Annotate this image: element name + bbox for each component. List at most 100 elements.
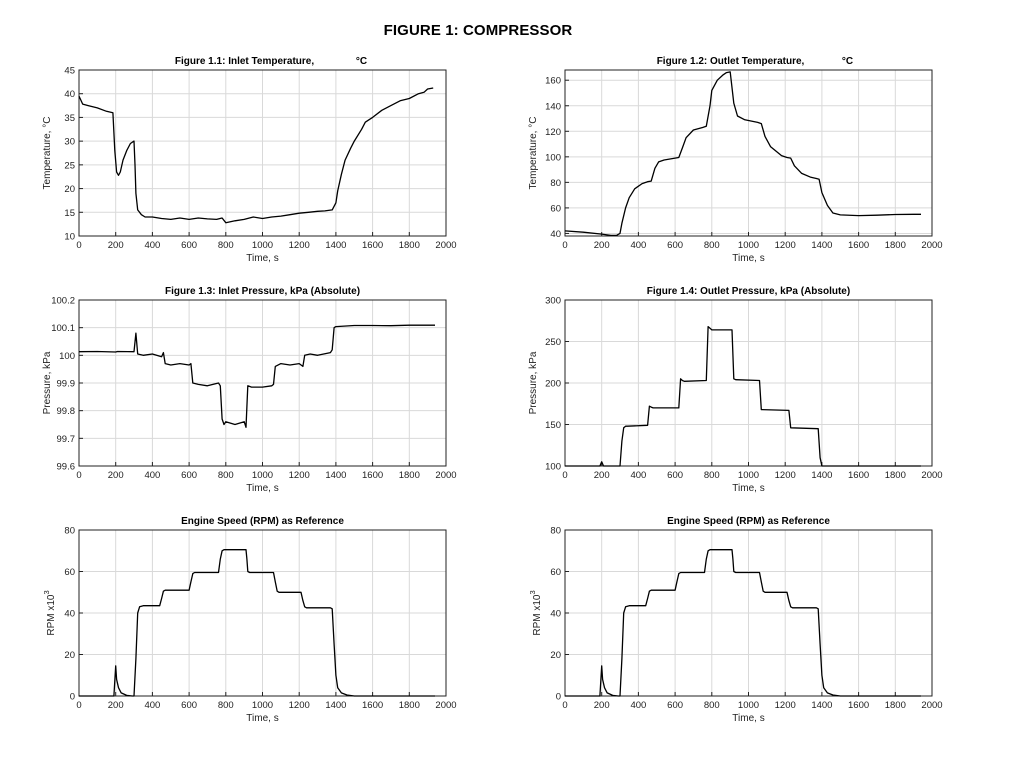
y-tick-label: 40	[64, 609, 75, 620]
x-tick-label: 1600	[848, 700, 869, 711]
x-tick-label: 0	[562, 470, 567, 481]
y-tick-label: 140	[545, 101, 561, 112]
y-tick-label: 80	[550, 178, 561, 189]
x-tick-label: 1200	[775, 700, 796, 711]
series-line	[78, 87, 434, 224]
y-tick-label: 40	[550, 229, 561, 240]
chart-panel-engine-speed-right: 0 200 400 600 800 1000 1200 1400 1600 1800 2000 0 20…	[516, 512, 946, 732]
x-tick-label: 0	[76, 700, 81, 711]
chart-engine-speed-right: 0 200 400 600 800 1000 1200 1400 1600 1800 2000 0 20…	[528, 516, 943, 724]
x-tick-label: 400	[144, 240, 160, 251]
x-tick-label: 200	[594, 240, 610, 251]
y-tick-label: 99.6	[57, 462, 76, 473]
x-tick-label: 800	[218, 470, 234, 481]
x-tick-label: 1800	[399, 240, 420, 251]
x-tick-label: 800	[704, 470, 720, 481]
y-tick-label: 0	[70, 692, 75, 703]
chart-inlet-temperature: 0 200 400 600 800 1000 1200 1400 1600 1800 2000 10 1…	[42, 56, 457, 264]
x-tick-label: 600	[667, 700, 683, 711]
x-tick-label: 0	[76, 470, 81, 481]
y-axis-label: Pressure, kPa	[528, 351, 539, 414]
x-tick-label: 1400	[811, 700, 832, 711]
x-tick-label: 1200	[289, 470, 310, 481]
y-tick-label: 40	[550, 609, 561, 620]
chart-panel-inlet-temperature: 0 200 400 600 800 1000 1200 1400 1600 1800 2000 10 1…	[30, 52, 460, 272]
y-tick-label: 20	[64, 184, 75, 195]
chart-title: Engine Speed (RPM) as Reference	[667, 516, 830, 527]
x-tick-label: 1600	[848, 240, 869, 251]
x-tick-label: 1200	[775, 240, 796, 251]
x-axis-label: Time, s	[246, 483, 278, 494]
x-tick-label: 800	[218, 240, 234, 251]
x-tick-label: 1000	[252, 700, 273, 711]
chart-title: Engine Speed (RPM) as Reference	[181, 516, 344, 527]
series-line	[565, 325, 921, 467]
x-tick-label: 1000	[738, 470, 759, 481]
y-axis-label: Temperature, °C	[528, 117, 539, 190]
y-tick-label: 10	[64, 232, 75, 243]
x-tick-label: 400	[144, 700, 160, 711]
figure-title: FIGURE 1: COMPRESSOR	[383, 22, 573, 39]
x-tick-label: 1800	[399, 700, 420, 711]
x-tick-label: 2000	[435, 700, 456, 711]
x-axis-label: Time, s	[246, 713, 278, 724]
x-tick-label: 0	[76, 240, 81, 251]
x-tick-label: 1600	[362, 470, 383, 481]
y-tick-label: 60	[550, 203, 561, 214]
y-tick-label: 80	[550, 526, 561, 537]
y-tick-label: 20	[550, 650, 561, 661]
x-tick-label: 2000	[435, 470, 456, 481]
y-tick-label: 60	[64, 567, 75, 578]
y-tick-label: 60	[550, 567, 561, 578]
chart-title-unit: °C	[842, 56, 853, 67]
x-tick-label: 600	[667, 470, 683, 481]
y-tick-label: 35	[64, 113, 75, 124]
x-tick-label: 1400	[811, 240, 832, 251]
y-tick-label: 100.1	[51, 323, 75, 334]
x-tick-label: 1400	[325, 700, 346, 711]
x-tick-label: 200	[108, 700, 124, 711]
y-tick-label: 25	[64, 160, 75, 171]
x-tick-label: 2000	[435, 240, 456, 251]
y-axis-label: Pressure, kPa	[42, 351, 53, 414]
y-tick-label: 200	[545, 379, 561, 390]
x-tick-label: 600	[181, 240, 197, 251]
x-tick-label: 800	[704, 240, 720, 251]
x-tick-label: 1200	[775, 470, 796, 481]
x-tick-label: 2000	[921, 470, 942, 481]
y-tick-label: 100	[545, 462, 561, 473]
x-tick-label: 1200	[289, 700, 310, 711]
series-line	[564, 71, 921, 237]
x-tick-label: 200	[108, 240, 124, 251]
y-tick-label: 45	[64, 66, 75, 77]
y-axis-label: Temperature, °C	[42, 117, 53, 190]
y-tick-label: 80	[64, 526, 75, 537]
chart-outlet-pressure: 0 200 400 600 800 1000 1200 1400 1600 1800 2000 100…	[528, 286, 943, 494]
x-tick-label: 400	[630, 700, 646, 711]
x-tick-label: 1800	[399, 470, 420, 481]
y-tick-label: 20	[64, 650, 75, 661]
x-tick-label: 200	[594, 700, 610, 711]
y-tick-label: 99.8	[57, 406, 76, 417]
x-tick-label: 400	[144, 470, 160, 481]
chart-title: Figure 1.2: Outlet Temperature,	[657, 56, 805, 67]
x-tick-label: 1600	[362, 700, 383, 711]
y-tick-label: 150	[545, 420, 561, 431]
y-tick-label: 100.2	[51, 296, 75, 307]
x-tick-label: 0	[562, 700, 567, 711]
x-tick-label: 1000	[252, 470, 273, 481]
x-tick-label: 1400	[811, 470, 832, 481]
x-tick-label: 1800	[885, 470, 906, 481]
y-tick-label: 99.9	[57, 379, 76, 390]
chart-engine-speed-left: 0 200 400 600 800 1000 1200 1400 1600 1800 2000 0 20…	[42, 516, 457, 724]
y-tick-label: 120	[545, 127, 561, 138]
chart-panel-engine-speed-left: 0 200 400 600 800 1000 1200 1400 1600 1800 2000 0 20…	[30, 512, 460, 732]
y-tick-label: 30	[64, 137, 75, 148]
x-tick-label: 800	[218, 700, 234, 711]
x-tick-label: 1200	[289, 240, 310, 251]
chart-title-unit: °C	[356, 56, 367, 67]
y-tick-label: 300	[545, 296, 561, 307]
x-tick-label: 400	[630, 240, 646, 251]
x-axis-label: Time, s	[732, 253, 764, 264]
chart-panel-outlet-pressure: 0 200 400 600 800 1000 1200 1400 1600 1800 2000 100…	[516, 282, 946, 502]
